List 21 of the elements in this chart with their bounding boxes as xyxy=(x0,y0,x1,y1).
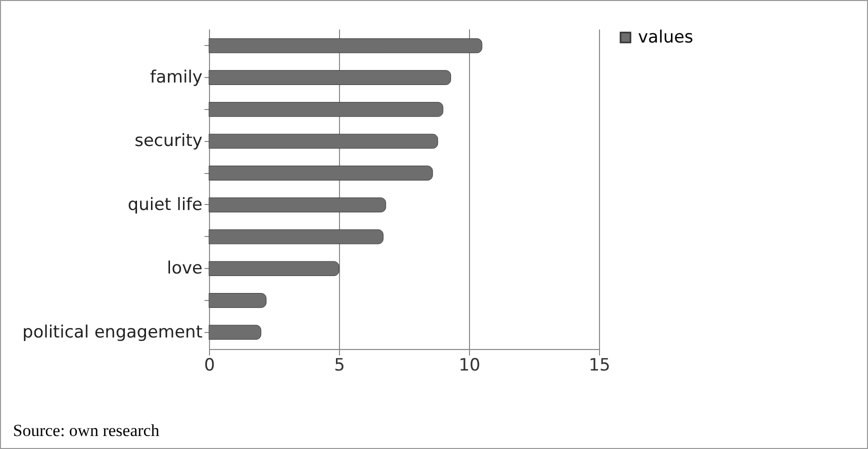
legend-label: values xyxy=(638,28,694,48)
bar xyxy=(208,229,384,244)
bar xyxy=(208,324,262,340)
x-tick-label: 10 xyxy=(458,356,480,376)
bar xyxy=(208,38,482,54)
y-tick-label: security xyxy=(134,131,202,152)
bar xyxy=(208,166,433,180)
x-tick-label: 5 xyxy=(334,356,345,376)
source-note: Source: own research xyxy=(13,421,160,441)
y-tick-label: quiet life xyxy=(128,194,202,215)
y-tick-label: love xyxy=(166,258,202,279)
x-tick-label: 0 xyxy=(204,356,215,376)
x-tick-label: 15 xyxy=(588,356,610,376)
bar xyxy=(208,198,386,212)
bar xyxy=(208,293,266,308)
bar xyxy=(208,261,340,276)
bar xyxy=(208,102,444,117)
y-tick-label: family xyxy=(150,68,202,88)
y-tick-label: political engagement xyxy=(22,322,203,342)
bar xyxy=(208,134,438,149)
bar xyxy=(208,70,452,85)
